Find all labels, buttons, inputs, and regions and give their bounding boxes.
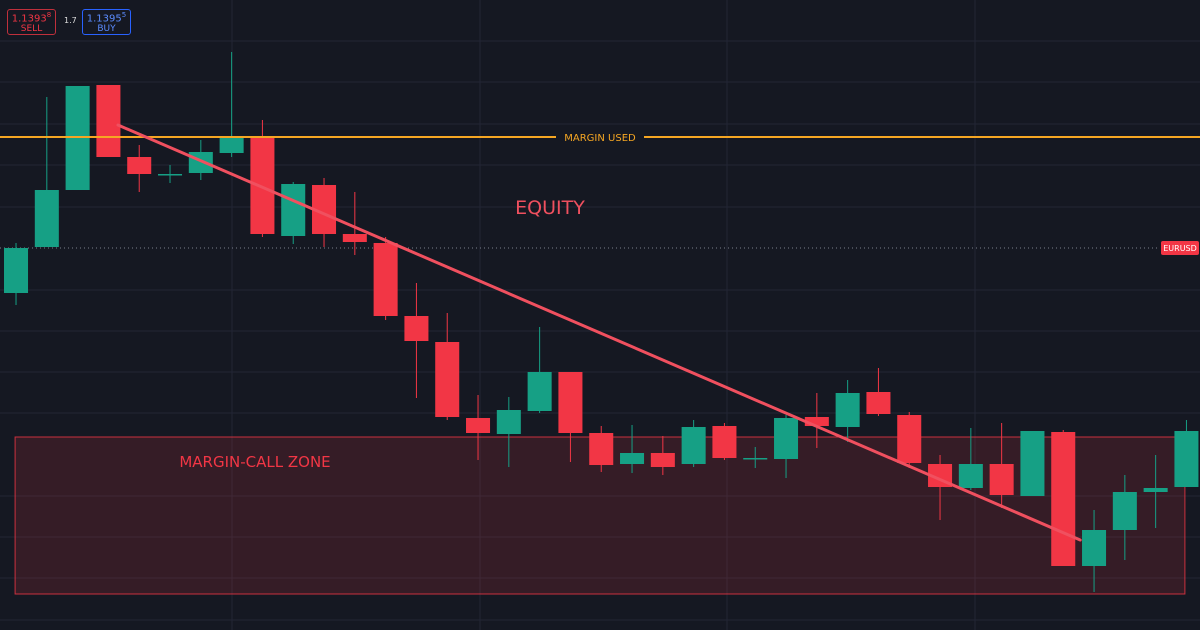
candle-body <box>958 464 983 488</box>
equity-line <box>116 123 1082 542</box>
candle-body <box>281 184 306 236</box>
last-price-tag: EURUSD <box>1163 244 1197 253</box>
candle-body <box>219 137 244 153</box>
margin-used-label-bg <box>556 130 644 144</box>
candle-body <box>866 392 891 414</box>
candle-body <box>373 243 398 316</box>
candle-body <box>527 372 552 411</box>
candle-body <box>804 417 829 426</box>
candle-body <box>1174 431 1199 487</box>
candle-body <box>158 174 183 176</box>
equity-label: EQUITY <box>515 197 585 219</box>
zone-label: MARGIN-CALL ZONE <box>179 453 330 471</box>
candle-body <box>96 85 121 157</box>
buy-button[interactable]: 1.13955 BUY <box>82 9 131 35</box>
candle-body <box>1020 431 1045 496</box>
candle-body <box>712 426 737 458</box>
candle-body <box>681 427 706 464</box>
candle-body <box>650 453 675 467</box>
buy-price: 1.1395 <box>86 13 122 25</box>
candle-body <box>1082 530 1107 566</box>
candle-body <box>1143 488 1168 492</box>
sell-pip: 8 <box>46 11 52 19</box>
candle-body <box>774 418 799 459</box>
buy-pip: 5 <box>121 11 127 19</box>
candle-body <box>342 234 367 242</box>
candle-body <box>466 418 491 433</box>
candle-body <box>404 316 429 341</box>
candle-body <box>4 248 29 293</box>
last-price-tag-bg <box>1161 241 1199 255</box>
candle-body <box>589 433 614 465</box>
candle-body <box>1051 432 1076 566</box>
sell-button[interactable]: 1.13938 SELL <box>7 9 56 35</box>
candle-body <box>897 415 922 463</box>
candle-body <box>34 190 59 247</box>
candle-body <box>127 157 152 174</box>
candle-body <box>188 152 213 173</box>
sell-label: SELL <box>20 24 43 35</box>
candle-body <box>620 453 645 464</box>
buy-label: BUY <box>97 24 116 35</box>
candle-body <box>496 410 521 434</box>
candle-body <box>743 458 768 460</box>
candle-body <box>435 342 460 417</box>
candle-body <box>835 393 860 427</box>
margin-used-label: MARGIN USED <box>564 133 636 144</box>
candle-body <box>1112 492 1137 530</box>
spread: 1.7 <box>64 16 77 25</box>
sell-price: 1.1393 <box>11 13 47 25</box>
candle-body <box>989 464 1014 495</box>
candle-body <box>558 372 583 433</box>
